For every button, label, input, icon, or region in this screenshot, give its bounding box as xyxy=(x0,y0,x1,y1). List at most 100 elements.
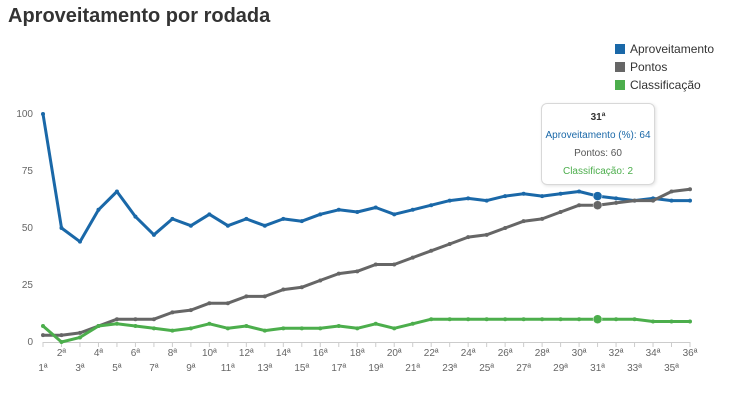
legend-item-aproveitamento[interactable]: Aproveitamento xyxy=(615,40,714,58)
data-point-aproveitamento[interactable] xyxy=(466,196,471,201)
data-point-classificacao[interactable] xyxy=(77,335,82,340)
data-point-pontos[interactable] xyxy=(669,189,674,194)
data-point-pontos[interactable] xyxy=(41,333,45,338)
data-point-classificacao[interactable] xyxy=(410,321,415,326)
data-point-pontos[interactable] xyxy=(558,210,563,215)
data-point-aproveitamento[interactable] xyxy=(614,196,619,201)
data-point-aproveitamento[interactable] xyxy=(392,212,397,217)
data-point-classificacao[interactable] xyxy=(262,328,267,333)
data-point-aproveitamento[interactable] xyxy=(318,212,323,217)
data-point-pontos[interactable] xyxy=(651,198,656,203)
data-point-classificacao[interactable] xyxy=(244,324,249,329)
data-point-aproveitamento[interactable] xyxy=(188,223,193,228)
data-point-pontos[interactable] xyxy=(151,317,156,322)
data-point-classificacao[interactable] xyxy=(484,317,489,322)
data-point-aproveitamento[interactable] xyxy=(429,203,434,208)
data-point-aproveitamento[interactable] xyxy=(262,223,267,228)
data-point-pontos[interactable] xyxy=(614,200,619,205)
data-point-classificacao[interactable] xyxy=(540,317,545,322)
data-point-classificacao[interactable] xyxy=(170,328,175,333)
data-point-pontos[interactable] xyxy=(299,285,304,290)
data-point-pontos[interactable] xyxy=(429,248,434,253)
data-point-aproveitamento[interactable] xyxy=(244,216,249,221)
data-point-classificacao[interactable] xyxy=(447,317,452,322)
data-point-pontos[interactable] xyxy=(503,226,508,230)
data-point-classificacao[interactable] xyxy=(521,317,526,322)
data-point-pontos[interactable] xyxy=(170,310,175,315)
data-point-aproveitamento[interactable] xyxy=(503,194,508,199)
data-point-aproveitamento[interactable] xyxy=(77,239,82,244)
data-point-pontos[interactable] xyxy=(188,308,193,313)
data-point-classificacao[interactable] xyxy=(336,324,341,329)
data-point-pontos[interactable] xyxy=(577,203,582,208)
data-point-aproveitamento[interactable] xyxy=(355,210,360,215)
data-point-pontos[interactable] xyxy=(336,271,341,276)
data-point-classificacao[interactable] xyxy=(59,340,64,344)
data-point-aproveitamento[interactable] xyxy=(281,216,286,221)
data-point-classificacao[interactable] xyxy=(96,324,101,329)
data-point-aproveitamento[interactable] xyxy=(521,191,526,196)
data-point-pontos[interactable] xyxy=(225,301,230,306)
data-point-aproveitamento[interactable] xyxy=(151,232,156,237)
data-point-pontos[interactable] xyxy=(77,330,82,335)
data-point-classificacao[interactable] xyxy=(318,326,323,331)
highlight-point-aproveitamento[interactable] xyxy=(592,191,603,201)
data-point-aproveitamento[interactable] xyxy=(336,207,341,212)
data-point-aproveitamento[interactable] xyxy=(577,189,582,194)
data-point-pontos[interactable] xyxy=(466,235,471,240)
data-point-aproveitamento[interactable] xyxy=(133,214,138,219)
data-point-classificacao[interactable] xyxy=(577,317,582,322)
data-point-classificacao[interactable] xyxy=(225,326,230,331)
data-point-pontos[interactable] xyxy=(114,317,119,322)
legend-item-classificacao[interactable]: Classificação xyxy=(615,76,714,94)
data-point-pontos[interactable] xyxy=(521,219,526,224)
data-point-aproveitamento[interactable] xyxy=(114,189,119,194)
data-point-pontos[interactable] xyxy=(281,287,286,292)
data-point-aproveitamento[interactable] xyxy=(373,205,378,210)
data-point-pontos[interactable] xyxy=(355,269,360,274)
data-point-aproveitamento[interactable] xyxy=(207,212,212,217)
data-point-aproveitamento[interactable] xyxy=(558,191,563,196)
data-point-pontos[interactable] xyxy=(632,198,637,203)
data-point-pontos[interactable] xyxy=(244,294,249,299)
data-point-classificacao[interactable] xyxy=(392,326,397,331)
data-point-classificacao[interactable] xyxy=(299,326,304,331)
data-point-aproveitamento[interactable] xyxy=(170,216,175,221)
data-point-classificacao[interactable] xyxy=(114,321,119,326)
data-point-classificacao[interactable] xyxy=(688,319,692,324)
data-point-pontos[interactable] xyxy=(410,255,415,260)
data-point-aproveitamento[interactable] xyxy=(447,198,452,203)
data-point-aproveitamento[interactable] xyxy=(540,194,545,199)
data-point-classificacao[interactable] xyxy=(355,326,360,331)
data-point-classificacao[interactable] xyxy=(373,321,378,326)
data-point-pontos[interactable] xyxy=(262,294,267,299)
data-point-classificacao[interactable] xyxy=(503,317,508,322)
data-point-aproveitamento[interactable] xyxy=(59,226,64,230)
data-point-classificacao[interactable] xyxy=(558,317,563,322)
data-point-classificacao[interactable] xyxy=(669,319,674,324)
data-point-aproveitamento[interactable] xyxy=(299,219,304,224)
data-point-aproveitamento[interactable] xyxy=(225,223,230,228)
data-point-pontos[interactable] xyxy=(688,187,692,192)
data-point-classificacao[interactable] xyxy=(41,324,45,329)
data-point-pontos[interactable] xyxy=(318,278,323,283)
data-point-classificacao[interactable] xyxy=(281,326,286,331)
data-point-pontos[interactable] xyxy=(447,241,452,246)
highlight-point-pontos[interactable] xyxy=(592,200,603,210)
highlight-point-classificacao[interactable] xyxy=(592,314,603,324)
data-point-classificacao[interactable] xyxy=(614,317,619,322)
data-point-aproveitamento[interactable] xyxy=(484,198,489,203)
data-point-classificacao[interactable] xyxy=(632,317,637,322)
data-point-aproveitamento[interactable] xyxy=(688,198,692,203)
data-point-pontos[interactable] xyxy=(484,232,489,237)
data-point-pontos[interactable] xyxy=(133,317,138,322)
data-point-aproveitamento[interactable] xyxy=(41,112,45,116)
data-point-classificacao[interactable] xyxy=(151,326,156,331)
data-point-classificacao[interactable] xyxy=(429,317,434,322)
data-point-pontos[interactable] xyxy=(392,262,397,267)
data-point-classificacao[interactable] xyxy=(133,324,138,329)
data-point-classificacao[interactable] xyxy=(466,317,471,322)
data-point-classificacao[interactable] xyxy=(188,326,193,331)
legend-item-pontos[interactable]: Pontos xyxy=(615,58,714,76)
data-point-aproveitamento[interactable] xyxy=(669,198,674,203)
